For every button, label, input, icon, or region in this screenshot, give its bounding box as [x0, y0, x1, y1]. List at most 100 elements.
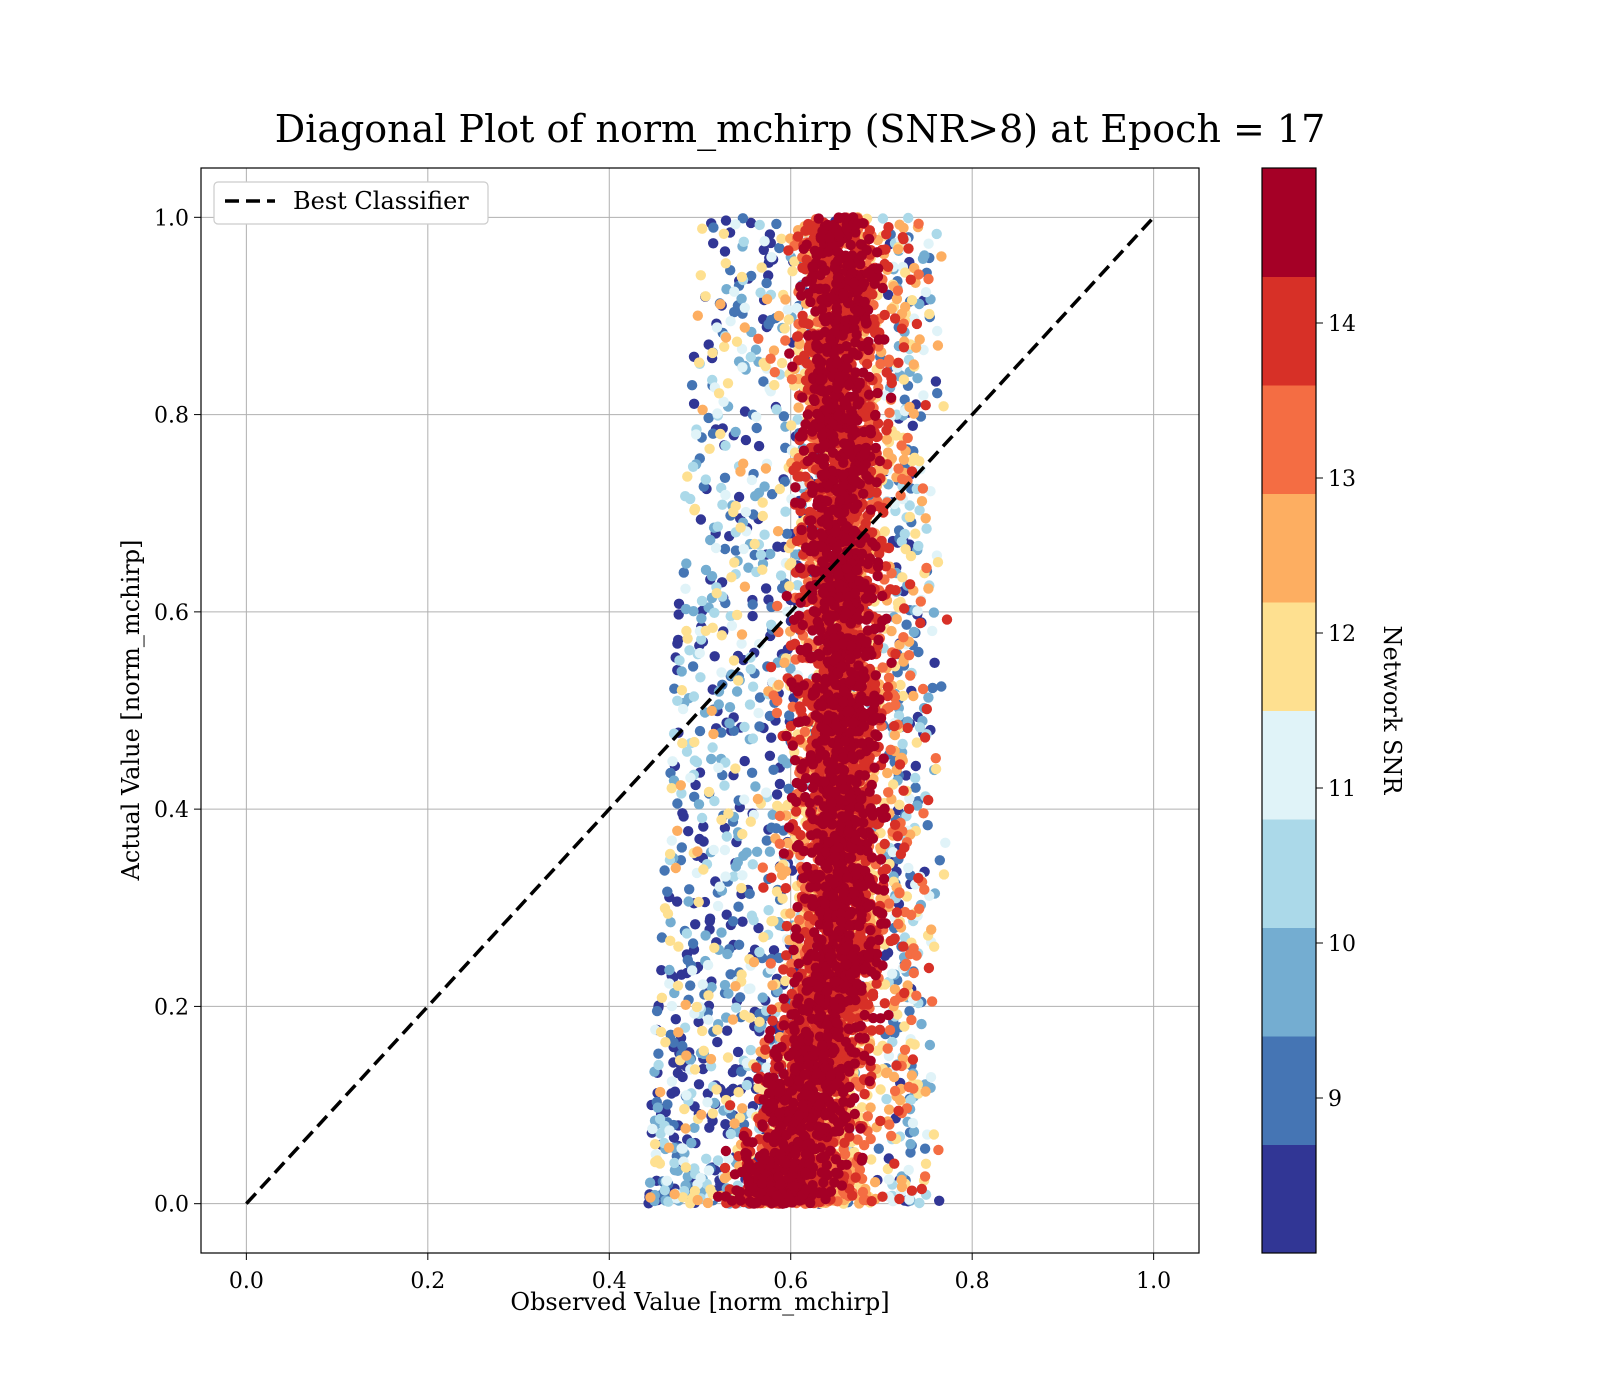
scatter-point [774, 778, 786, 790]
scatter-point [747, 610, 758, 622]
scatter-point [681, 1090, 692, 1101]
scatter-point [674, 655, 685, 666]
scatter-point [665, 917, 676, 928]
scatter-point [889, 995, 901, 1007]
scatter-point [656, 932, 668, 943]
scatter-point [775, 570, 787, 581]
scatter-point [903, 243, 914, 254]
scatter-point [687, 938, 699, 949]
scatter-point [889, 1085, 901, 1097]
scatter-point [898, 941, 909, 952]
scatter-point [694, 647, 705, 659]
scatter-point [681, 558, 692, 569]
scatter-point [686, 380, 698, 391]
scatter-point [753, 1082, 764, 1093]
scatter-point [735, 522, 746, 533]
scatter-point [786, 374, 798, 385]
scatter-point [673, 1027, 684, 1038]
scatter-point [737, 213, 749, 224]
scatter-point [790, 549, 802, 560]
scatter-point [898, 374, 910, 385]
scatter-point [672, 1165, 684, 1177]
scatter-point [866, 1154, 877, 1165]
scatter-point [736, 271, 748, 283]
scatter-point [915, 596, 926, 607]
scatter-point [716, 727, 727, 738]
scatter-point [911, 318, 923, 330]
scatter-point [924, 308, 935, 320]
scatter-point [721, 909, 732, 920]
scatter-point [696, 812, 708, 824]
scatter-point [669, 1189, 680, 1200]
scatter-point [727, 916, 739, 927]
scatter-point [763, 905, 774, 916]
scatter-point [889, 1158, 900, 1169]
scatter-point [930, 376, 942, 387]
scatter-point [681, 928, 693, 939]
scatter-point [768, 764, 779, 775]
scatter-point [727, 1014, 739, 1025]
scatter-point [862, 1111, 873, 1122]
scatter-point [917, 683, 929, 695]
scatter-point [777, 893, 788, 904]
scatter-point [893, 463, 904, 474]
scatter-point [773, 679, 784, 690]
scatter-point [702, 1097, 713, 1108]
scatter-point [747, 681, 759, 692]
scatter-point [891, 1060, 902, 1071]
scatter-point [720, 1119, 731, 1130]
scatter-point [680, 999, 691, 1010]
scatter-point [865, 1102, 876, 1113]
scatter-point [746, 910, 758, 921]
scatter-point [877, 213, 889, 224]
scatter-point [771, 789, 783, 800]
scatter-point [720, 258, 731, 269]
scatter-point [673, 634, 684, 646]
scatter-point [706, 705, 717, 716]
scatter-point [758, 882, 769, 893]
scatter-point [792, 580, 803, 591]
scatter-point [679, 1103, 690, 1115]
scatter-point [763, 319, 774, 330]
scatter-point [881, 434, 893, 445]
scatter-point [893, 918, 904, 930]
scatter-point [899, 987, 910, 999]
scatter-point [779, 323, 790, 334]
scatter-point [908, 967, 919, 979]
scatter-point [719, 979, 731, 991]
scatter-point [894, 759, 906, 770]
scatter-point [940, 837, 951, 848]
scatter-point [664, 978, 675, 989]
scatter-point [719, 844, 731, 856]
scatter-point [694, 833, 705, 845]
scatter-point [766, 872, 777, 883]
scatter-point [773, 310, 785, 322]
scatter-point [673, 609, 684, 620]
scatter-point [905, 274, 916, 285]
scatter-point [736, 293, 747, 304]
scatter-point [894, 799, 905, 810]
scatter-point [663, 1196, 674, 1207]
scatter-point [921, 562, 932, 574]
scatter-point [733, 491, 745, 503]
scatter-point [696, 1109, 707, 1120]
scatter-point [771, 218, 782, 230]
scatter-point [781, 758, 793, 769]
scatter-point [750, 781, 761, 792]
scatter-point [733, 1087, 744, 1098]
scatter-point [900, 544, 911, 555]
scatter-point [771, 823, 782, 834]
scatter-point [726, 572, 737, 583]
scatter-point [746, 767, 758, 778]
scatter-point [681, 625, 692, 637]
scatter-point [932, 557, 944, 568]
scatter-point [780, 975, 791, 987]
scatter-point [649, 1139, 661, 1150]
scatter-point [900, 267, 911, 278]
scatter-point [903, 862, 914, 874]
scatter-point [783, 783, 794, 794]
scatter-point [879, 526, 890, 537]
scatter-point [791, 302, 802, 314]
scatter-point [757, 992, 768, 1003]
scatter-point [889, 313, 901, 324]
